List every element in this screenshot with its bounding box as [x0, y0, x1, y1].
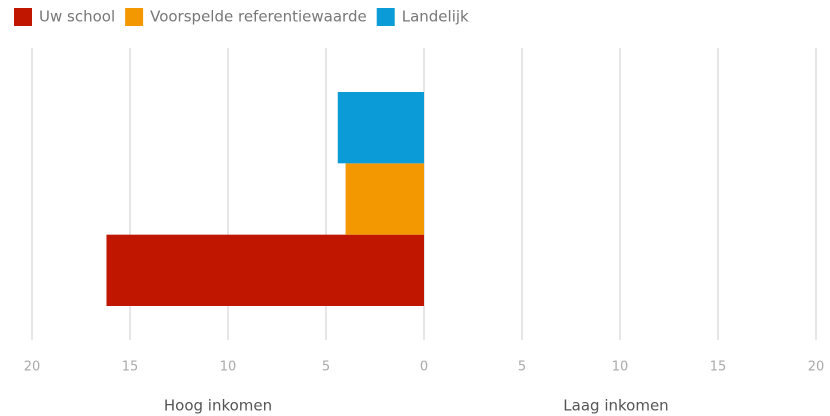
x-axis-label-left: Hoog inkomen — [164, 397, 272, 415]
x-tick-label: 20 — [24, 360, 41, 375]
bar — [345, 163, 424, 235]
legend-label: Uw school — [39, 8, 115, 26]
legend-label: Landelijk — [402, 8, 469, 26]
x-axis-label-right: Laag inkomen — [563, 397, 668, 415]
legend-swatch — [125, 8, 144, 26]
legend-label: Voorspelde referentiewaarde — [150, 8, 367, 26]
legend-swatch — [14, 8, 32, 26]
x-tick-label: 10 — [220, 360, 237, 375]
x-tick-label: 0 — [420, 360, 428, 375]
x-tick-label: 5 — [518, 360, 526, 375]
legend-swatch — [376, 8, 395, 26]
x-tick-label: 20 — [808, 360, 825, 375]
x-tick-label: 15 — [122, 360, 139, 375]
x-tick-label: 10 — [612, 360, 629, 375]
bar — [106, 234, 424, 306]
x-tick-label: 5 — [322, 360, 330, 375]
bar — [337, 92, 424, 164]
x-tick-label: 15 — [710, 360, 727, 375]
